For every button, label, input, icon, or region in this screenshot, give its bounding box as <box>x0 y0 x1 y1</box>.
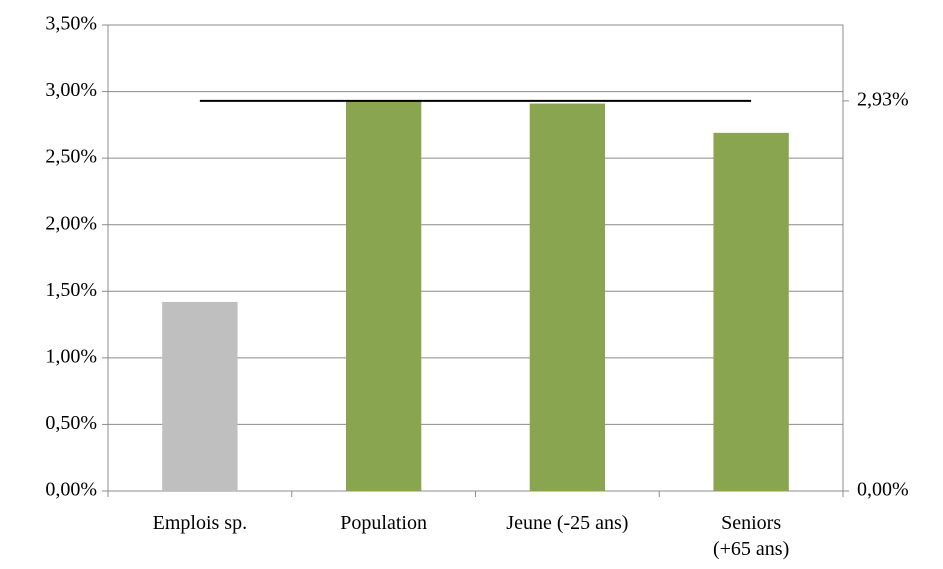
bar <box>529 103 606 491</box>
y-tick-label: 2,50% <box>45 146 97 168</box>
y-tick-label: 1,00% <box>45 345 97 367</box>
bar <box>162 301 238 491</box>
y-tick-label: 0,50% <box>45 412 97 434</box>
bar <box>713 132 789 492</box>
y2-tick-label: 2,93% <box>857 88 909 110</box>
x-tick-label: Jeune (-25 ans) <box>506 512 629 534</box>
y-tick-label: 3,00% <box>45 79 97 101</box>
x-tick-label: Seniors (+65 ans) <box>712 512 790 560</box>
x-tick-label: Population <box>340 512 427 534</box>
y-tick-label: 2,00% <box>45 212 97 234</box>
y-tick-label: 0,00% <box>45 479 97 501</box>
bar <box>345 100 422 492</box>
y-tick-label: 3,50% <box>45 13 97 35</box>
y-tick-label: 1,50% <box>45 279 97 301</box>
y2-tick-label: 0,00% <box>857 479 909 501</box>
x-tick-label: Emplois sp. <box>152 512 248 534</box>
